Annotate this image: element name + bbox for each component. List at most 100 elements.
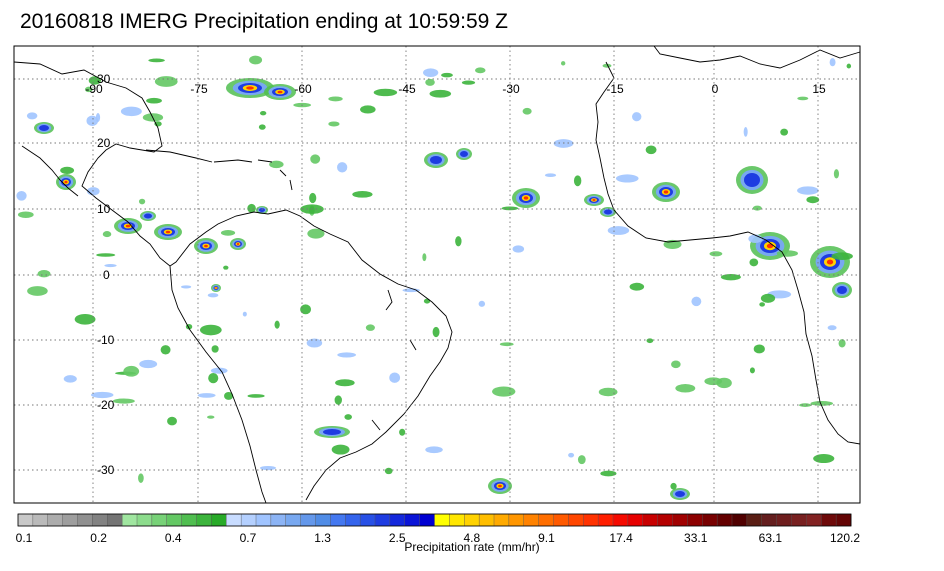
- scattered-rain-cell: [577, 455, 586, 465]
- scattered-rain-cell: [269, 160, 284, 169]
- colorbar-swatch: [642, 513, 659, 527]
- longitude-label: -15: [606, 82, 624, 96]
- scattered-rain-cell: [86, 115, 99, 127]
- latitude-label: 0: [103, 268, 110, 282]
- scattered-rain-cell: [568, 452, 575, 458]
- scattered-rain-cell: [112, 398, 135, 404]
- precipitation-cell: [256, 206, 268, 214]
- graticule: [14, 46, 860, 503]
- colorbar-swatch: [419, 513, 435, 527]
- scattered-rain-cell: [478, 300, 486, 307]
- colorbar-swatch: [285, 513, 302, 527]
- scattered-rain-cell: [197, 393, 216, 398]
- precipitation-layer: [16, 55, 853, 500]
- colorbar-tick-label: 1.3: [314, 531, 331, 545]
- scattered-rain-cell: [615, 174, 639, 183]
- precipitation-cell: [314, 426, 350, 438]
- scattered-rain-cell: [26, 112, 38, 120]
- scattered-rain-cell: [827, 325, 837, 331]
- scattered-rain-cell: [242, 311, 247, 317]
- scattered-rain-cell: [422, 253, 427, 262]
- scattered-rain-cell: [160, 345, 171, 355]
- colorbar-swatch: [627, 513, 644, 527]
- scattered-rain-cell: [210, 367, 228, 374]
- scattered-rain-cell: [425, 78, 435, 86]
- longitude-label: -90: [85, 82, 103, 96]
- scattered-rain-cell: [17, 211, 34, 218]
- coastline-layer: [13, 45, 861, 504]
- scattered-rain-cell: [831, 252, 853, 261]
- scattered-rain-cell: [274, 320, 280, 329]
- scattered-rain-cell: [402, 288, 421, 293]
- scattered-rain-cell: [63, 375, 77, 383]
- colorbar-swatch: [761, 513, 778, 527]
- scattered-rain-cell: [743, 127, 748, 137]
- colorbar-swatch: [389, 513, 406, 527]
- caribbean-islands: [145, 149, 293, 191]
- scattered-rain-cell: [207, 415, 215, 419]
- scattered-rain-cell: [646, 338, 654, 344]
- scattered-rain-cell: [167, 416, 177, 426]
- scattered-rain-cell: [429, 89, 452, 98]
- colorbar-swatch: [226, 513, 242, 527]
- precipitation-cell: [226, 78, 274, 98]
- scattered-rain-cell: [307, 228, 325, 239]
- colorbar-swatch: [583, 513, 599, 527]
- colorbar-swatch: [77, 513, 93, 527]
- scattered-rain-cell: [553, 139, 574, 148]
- longitude-label: -75: [190, 82, 208, 96]
- colorbar-swatch: [508, 513, 525, 527]
- scattered-rain-cell: [759, 302, 765, 307]
- colorbar-swatch: [806, 513, 822, 527]
- colorbar-swatch: [791, 513, 807, 527]
- map-title: 20160818 IMERG Precipitation ending at 1…: [20, 10, 508, 33]
- colorbar-tick-label: 0.2: [90, 531, 107, 545]
- scattered-rain-cell: [749, 258, 759, 267]
- longitude-label: -30: [502, 82, 520, 96]
- colorbar-swatch: [255, 513, 272, 527]
- scattered-rain-cell: [120, 106, 142, 117]
- colorbar-swatch: [196, 513, 212, 527]
- precipitation-cell: [652, 182, 680, 202]
- scattered-rain-cell: [455, 236, 462, 247]
- colorbar-swatch: [181, 513, 197, 527]
- scattered-rain-cell: [104, 264, 117, 268]
- africa-north-coast: [653, 45, 861, 69]
- precipitation-cell: [230, 238, 246, 250]
- colorbar-swatch: [612, 513, 629, 527]
- colorbar-tick-label: 4.8: [463, 531, 480, 545]
- longitude-label: -45: [398, 82, 416, 96]
- scattered-rain-cell: [337, 352, 357, 358]
- scattered-rain-cell: [337, 162, 348, 173]
- scattered-rain-cell: [310, 154, 321, 164]
- colorbar-swatch: [359, 513, 376, 527]
- colorbar-tick-label: 0.7: [240, 531, 257, 545]
- colorbar-frame: [17, 513, 852, 527]
- scattered-rain-cell: [675, 384, 696, 393]
- scattered-rain-cell: [37, 269, 51, 278]
- scattered-rain-cell: [220, 230, 236, 236]
- scattered-rain-cell: [102, 231, 112, 238]
- colorbar-swatch: [702, 513, 718, 527]
- colorbar-swatch: [17, 513, 34, 527]
- scattered-rain-cell: [607, 226, 630, 235]
- scattered-rain-cell: [602, 63, 612, 68]
- scattered-rain-cell: [223, 265, 229, 270]
- scattered-rain-cell: [344, 414, 352, 420]
- brazil-interior-lines: [371, 289, 417, 431]
- colorbar-swatches: [17, 513, 852, 527]
- scattered-rain-cell: [211, 345, 219, 353]
- colorbar-swatch: [136, 513, 153, 527]
- precipitation-cell: [736, 166, 768, 194]
- scattered-rain-cell: [806, 196, 820, 204]
- scattered-rain-cell: [797, 96, 809, 101]
- scattered-rain-cell: [224, 392, 234, 400]
- colorbar-swatch: [568, 513, 584, 527]
- colorbar-tick-label: 63.1: [759, 531, 783, 545]
- precipitation-cell: [211, 284, 221, 292]
- scattered-rain-cell: [691, 296, 702, 307]
- colorbar-swatch: [776, 513, 792, 527]
- colorbar-swatch: [821, 513, 837, 527]
- scattered-rain-cell: [522, 107, 532, 115]
